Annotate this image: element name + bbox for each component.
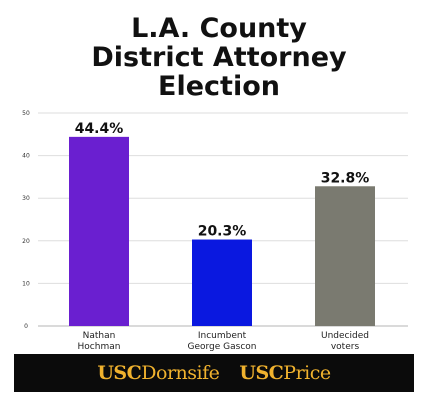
x-tick-label: Nathan [83, 331, 116, 341]
y-tick-label: 20 [22, 238, 30, 245]
x-tick-label: Hochman [78, 342, 121, 352]
bar [192, 239, 252, 326]
data-label: 20.3% [198, 224, 247, 240]
y-tick-label: 50 [22, 110, 30, 117]
logo-usc-text: USC [97, 362, 142, 384]
data-label: 32.8% [321, 170, 370, 186]
x-tick-label: George Gascon [187, 342, 256, 352]
logo-school-text: Price [283, 362, 331, 384]
y-tick-label: 0 [24, 323, 28, 330]
y-tick-label: 10 [22, 280, 30, 287]
data-label: 44.4% [75, 121, 124, 137]
chart-title: L.A. County District Attorney Election [0, 14, 438, 101]
logo-usc-text: USC [239, 362, 284, 384]
x-tick-label: voters [331, 342, 360, 352]
usc-dornsife-logo: USCDornsife [97, 362, 220, 384]
logo-school-text: Dornsife [141, 362, 220, 384]
sponsor-footer: USCDornsife USCPrice [14, 354, 414, 392]
bar [315, 186, 375, 326]
title-line: District Attorney [91, 42, 347, 73]
y-tick-label: 40 [22, 153, 30, 160]
title-line: L.A. County [131, 13, 307, 44]
bar [69, 136, 129, 326]
title-line: Election [158, 71, 280, 102]
x-tick-label: Incumbent [198, 331, 247, 341]
x-tick-label: Undecided [321, 331, 369, 341]
y-tick-label: 30 [22, 195, 30, 202]
usc-price-logo: USCPrice [239, 362, 331, 384]
